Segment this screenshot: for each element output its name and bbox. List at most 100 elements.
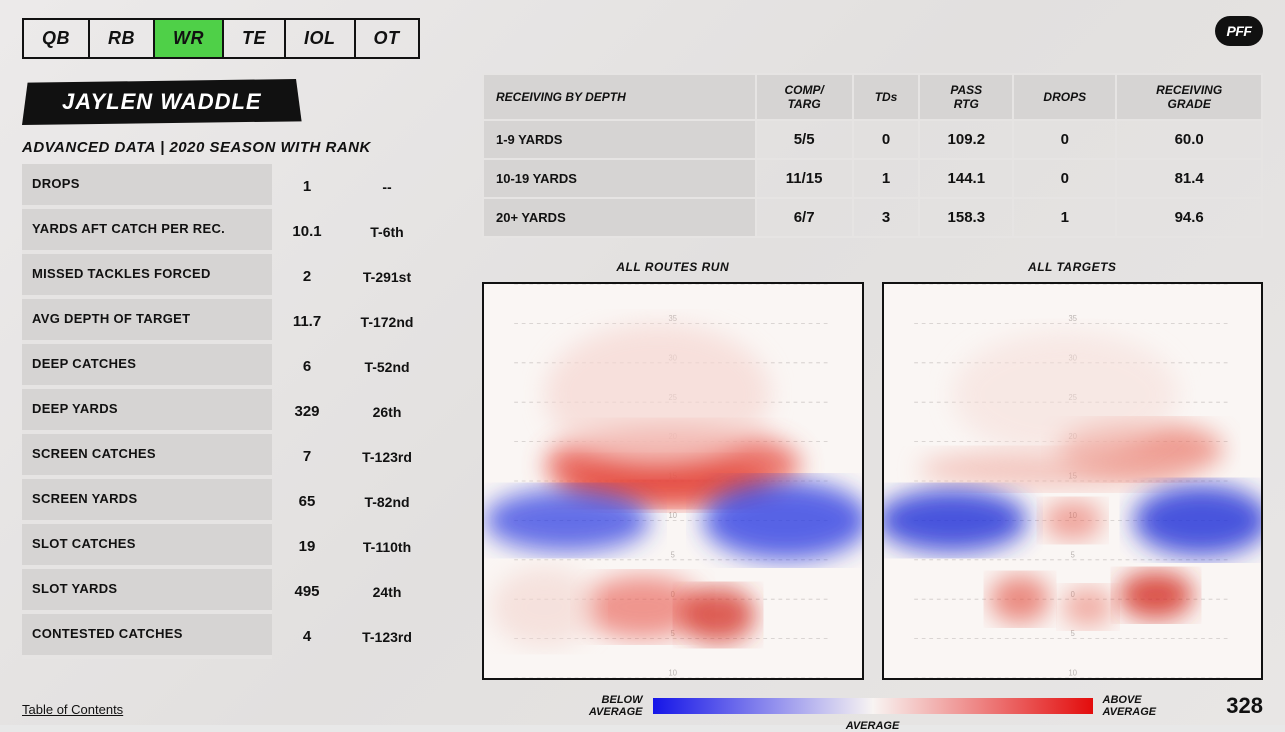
depth-row: 20+ YARDS6/73158.3194.6: [483, 198, 1262, 237]
svg-text:10: 10: [669, 511, 677, 520]
stat-rank: 26th: [342, 404, 432, 420]
stat-row: AVG DEPTH OF TARGET11.7T-172nd: [22, 299, 454, 344]
stat-row: DEEP CATCHES6T-52nd: [22, 344, 454, 389]
legend-average-label: AVERAGE: [482, 720, 1263, 732]
depth-cell-drops: 0: [1013, 120, 1116, 159]
stat-rank: T-123rd: [342, 629, 432, 645]
stat-rank: --: [342, 179, 432, 195]
depth-cell-grade: 94.6: [1116, 198, 1262, 237]
tab-iol[interactable]: IOL: [286, 20, 356, 57]
stat-label: SCREEN CATCHES: [22, 434, 272, 479]
stat-value: 6: [272, 358, 342, 375]
depth-cell-tds: 1: [853, 159, 920, 198]
depth-cell-tds: 0: [853, 120, 920, 159]
depth-cell-comp_targ: 5/5: [756, 120, 853, 159]
stat-rank: T-172nd: [342, 314, 432, 330]
depth-row: 10-19 YARDS11/151144.1081.4: [483, 159, 1262, 198]
depth-cell-drops: 1: [1013, 198, 1116, 237]
stat-label: CONTESTED CATCHES: [22, 614, 272, 659]
legend-gradient-bar: [653, 698, 1093, 714]
svg-text:10: 10: [1068, 668, 1076, 677]
stat-rank: T-6th: [342, 224, 432, 240]
legend-above-label: ABOVEAVERAGE: [1103, 694, 1183, 718]
depth-cell-grade: 60.0: [1116, 120, 1262, 159]
tab-rb[interactable]: RB: [90, 20, 155, 57]
depth-cell-comp_targ: 6/7: [756, 198, 853, 237]
stat-rank: T-110th: [342, 539, 432, 555]
table-of-contents-link[interactable]: Table of Contents: [22, 702, 123, 717]
depth-header: RECEIVING BY DEPTH: [483, 74, 756, 120]
stats-list: DROPS1--YARDS AFT CATCH PER REC.10.1T-6t…: [22, 164, 454, 659]
stat-row: SLOT YARDS49524th: [22, 569, 454, 614]
svg-text:5: 5: [671, 550, 675, 559]
stat-row: DROPS1--: [22, 164, 454, 209]
depth-cell-depth: 10-19 YARDS: [483, 159, 756, 198]
depth-cell-comp_targ: 11/15: [756, 159, 853, 198]
depth-cell-grade: 81.4: [1116, 159, 1262, 198]
heatmap-title-targets: ALL TARGETS: [882, 260, 1264, 274]
stat-label: AVG DEPTH OF TARGET: [22, 299, 272, 344]
stat-label: SLOT CATCHES: [22, 524, 272, 569]
stat-row: SCREEN CATCHES7T-123rd: [22, 434, 454, 479]
stat-label: DROPS: [22, 164, 272, 209]
depth-header: PASSRTG: [919, 74, 1013, 120]
stat-label: DEEP YARDS: [22, 389, 272, 434]
stat-rank: T-123rd: [342, 449, 432, 465]
stat-row: SCREEN YARDS65T-82nd: [22, 479, 454, 524]
depth-cell-pass_rtg: 144.1: [919, 159, 1013, 198]
stat-value: 19: [272, 538, 342, 555]
depth-cell-drops: 0: [1013, 159, 1116, 198]
stat-row: SLOT CATCHES19T-110th: [22, 524, 454, 569]
stat-label: YARDS AFT CATCH PER REC.: [22, 209, 272, 254]
tab-wr[interactable]: WR: [155, 20, 224, 57]
depth-cell-pass_rtg: 158.3: [919, 198, 1013, 237]
advanced-data-subhead: ADVANCED DATA | 2020 SEASON WITH RANK: [22, 139, 454, 156]
depth-row: 1-9 YARDS5/50109.2060.0: [483, 120, 1262, 159]
stat-row: MISSED TACKLES FORCED2T-291st: [22, 254, 454, 299]
svg-text:35: 35: [669, 314, 677, 323]
pff-logo: PFF: [1215, 16, 1263, 46]
legend-below-label: BELOWAVERAGE: [563, 694, 643, 718]
heatmap-all-targets: 1050510152025303540: [882, 282, 1264, 680]
stat-value: 7: [272, 448, 342, 465]
svg-text:10: 10: [669, 668, 677, 677]
stat-label: MISSED TACKLES FORCED: [22, 254, 272, 299]
svg-text:35: 35: [1068, 314, 1076, 323]
stat-label: DEEP CATCHES: [22, 344, 272, 389]
position-tabs: QBRBWRTEIOLOT: [22, 18, 420, 59]
stat-rank: T-291st: [342, 269, 432, 285]
heatmap-title-routes: ALL ROUTES RUN: [482, 260, 864, 274]
depth-header: DROPS: [1013, 74, 1116, 120]
stat-rank: T-82nd: [342, 494, 432, 510]
depth-header: COMP/TARG: [756, 74, 853, 120]
heatmap-legend: BELOWAVERAGE ABOVEAVERAGE: [482, 694, 1263, 718]
stat-value: 329: [272, 403, 342, 420]
stat-value: 65: [272, 493, 342, 510]
stat-rank: 24th: [342, 584, 432, 600]
depth-header: TDs: [853, 74, 920, 120]
receiving-by-depth-table: RECEIVING BY DEPTHCOMP/TARGTDsPASSRTGDRO…: [482, 73, 1263, 238]
depth-cell-pass_rtg: 109.2: [919, 120, 1013, 159]
svg-text:5: 5: [1070, 550, 1074, 559]
heatmap-all-routes: 1050510152025303540: [482, 282, 864, 680]
stat-value: 10.1: [272, 223, 342, 240]
stat-label: SLOT YARDS: [22, 569, 272, 614]
stat-value: 2: [272, 268, 342, 285]
stat-value: 495: [272, 583, 342, 600]
stat-value: 1: [272, 178, 342, 195]
depth-cell-depth: 1-9 YARDS: [483, 120, 756, 159]
stat-value: 4: [272, 628, 342, 645]
tab-ot[interactable]: OT: [356, 20, 418, 57]
stat-row: YARDS AFT CATCH PER REC.10.1T-6th: [22, 209, 454, 254]
stat-value: 11.7: [272, 313, 342, 330]
stat-rank: T-52nd: [342, 359, 432, 375]
stat-row: DEEP YARDS32926th: [22, 389, 454, 434]
page-number: 328: [1226, 693, 1263, 719]
stat-label: SCREEN YARDS: [22, 479, 272, 524]
stat-row: CONTESTED CATCHES4T-123rd: [22, 614, 454, 659]
depth-cell-depth: 20+ YARDS: [483, 198, 756, 237]
depth-header: RECEIVINGGRADE: [1116, 74, 1262, 120]
tab-qb[interactable]: QB: [24, 20, 90, 57]
player-name-plate: JAYLEN WADDLE: [22, 79, 302, 125]
tab-te[interactable]: TE: [224, 20, 286, 57]
